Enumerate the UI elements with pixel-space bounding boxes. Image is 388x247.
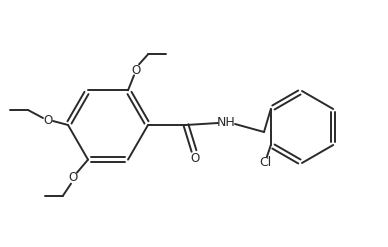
- Text: O: O: [132, 64, 140, 77]
- Text: O: O: [191, 152, 199, 165]
- Text: O: O: [43, 114, 53, 126]
- Text: NH: NH: [217, 116, 236, 128]
- Text: Cl: Cl: [260, 157, 272, 169]
- Text: O: O: [68, 171, 78, 184]
